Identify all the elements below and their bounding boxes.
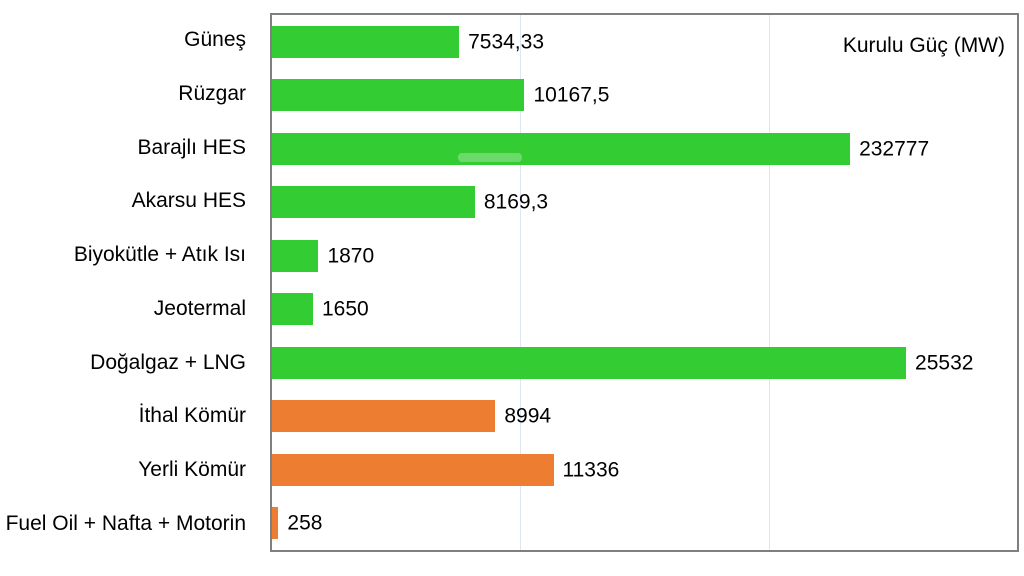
gridline bbox=[768, 15, 770, 550]
value-label: 258 bbox=[287, 511, 323, 535]
category-label: Biyokütle + Atık Isı bbox=[73, 243, 246, 267]
bar-row: 8994 bbox=[272, 390, 1017, 444]
value-label: 232777 bbox=[859, 137, 930, 161]
value-label: 8994 bbox=[504, 404, 552, 428]
bar bbox=[272, 132, 851, 165]
category-label: Rüzgar bbox=[178, 82, 246, 106]
value-label: 10167,5 bbox=[533, 83, 610, 107]
category-axis: Güneş Rüzgar Barajlı HES Akarsu HES Biyokütl… bbox=[0, 13, 258, 550]
category-label: İthal Kömür bbox=[138, 404, 246, 428]
value-label: 25532 bbox=[915, 351, 974, 375]
category-label: Barajlı HES bbox=[137, 135, 246, 159]
bar bbox=[272, 239, 319, 272]
bar-row: 8169,3 bbox=[272, 176, 1017, 230]
bar-row: 1870 bbox=[272, 229, 1017, 283]
bar-row: 11336 bbox=[272, 443, 1017, 497]
gridline bbox=[520, 15, 522, 550]
category-label: Jeotermal bbox=[153, 296, 246, 320]
bar-row: 10167,5 bbox=[272, 69, 1017, 123]
category-label: Akarsu HES bbox=[131, 189, 246, 213]
bar-row: 7534,33 bbox=[272, 15, 1017, 69]
bars-layer: 7534,33 10167,5 232777 8169,3 1870 1650 25532 8… bbox=[272, 15, 1017, 550]
value-label: 1650 bbox=[321, 297, 369, 321]
value-label: 7534,33 bbox=[468, 30, 545, 54]
category-label: Doğalgaz + LNG bbox=[90, 350, 246, 374]
chart-title: Kurulu Güç (MW) bbox=[842, 34, 1005, 57]
bar bbox=[272, 507, 279, 540]
category-label: Fuel Oil + Nafta + Motorin bbox=[5, 511, 246, 535]
bar-row: 232777 bbox=[272, 122, 1017, 176]
bar bbox=[272, 186, 475, 219]
category-label: Güneş bbox=[184, 28, 246, 52]
value-label: 1870 bbox=[327, 244, 375, 268]
plot-area: 7534,33 10167,5 232777 8169,3 1870 1650 25532 8… bbox=[270, 13, 1019, 552]
bar bbox=[272, 79, 525, 112]
value-label: 8169,3 bbox=[483, 190, 549, 214]
bar bbox=[272, 346, 907, 379]
bar bbox=[272, 400, 496, 433]
bar bbox=[272, 453, 554, 486]
bar bbox=[272, 293, 313, 326]
bar bbox=[272, 25, 460, 58]
watermark bbox=[458, 153, 522, 162]
category-label: Yerli Kömür bbox=[138, 457, 246, 481]
value-label: 11336 bbox=[562, 458, 620, 482]
bar-row: 25532 bbox=[272, 336, 1017, 390]
bar-row: 1650 bbox=[272, 283, 1017, 337]
bar-row: 258 bbox=[272, 497, 1017, 551]
